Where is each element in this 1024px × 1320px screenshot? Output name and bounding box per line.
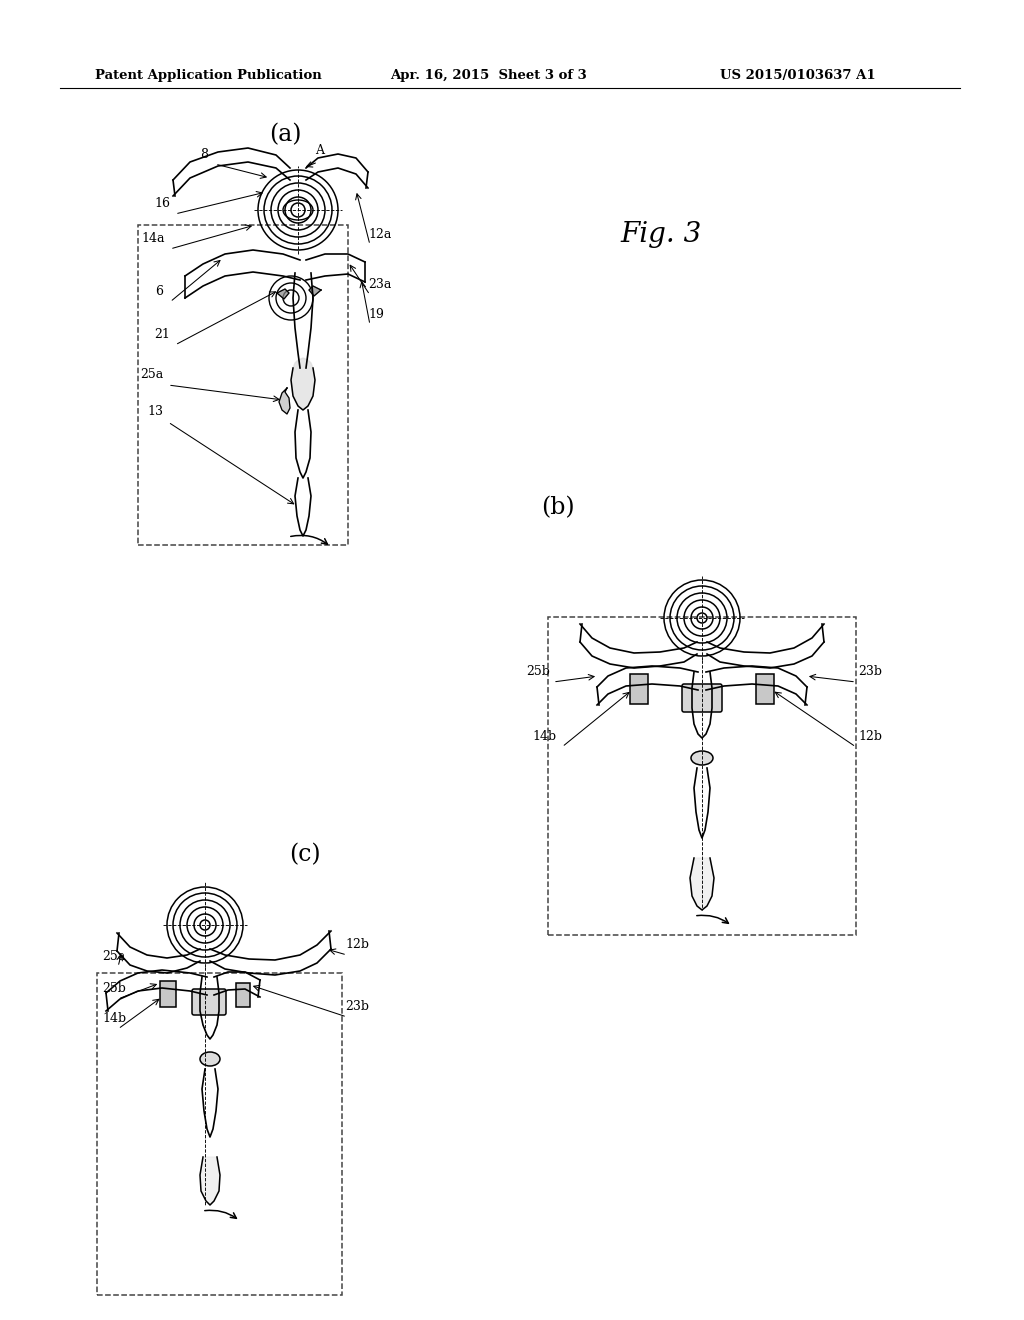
Text: 12b: 12b: [858, 730, 882, 743]
Text: 6: 6: [155, 285, 163, 298]
Text: 12a: 12a: [368, 228, 391, 242]
Text: US 2015/0103637 A1: US 2015/0103637 A1: [720, 69, 876, 82]
Text: Apr. 16, 2015  Sheet 3 of 3: Apr. 16, 2015 Sheet 3 of 3: [390, 69, 587, 82]
Text: 25b: 25b: [526, 665, 550, 678]
Text: 8: 8: [200, 148, 208, 161]
Text: 14a: 14a: [141, 232, 165, 246]
Polygon shape: [279, 388, 290, 414]
Text: (b): (b): [542, 496, 574, 520]
Bar: [548, 616, 856, 935]
Text: 23b: 23b: [858, 665, 882, 678]
Polygon shape: [278, 289, 289, 300]
Text: 14b: 14b: [532, 730, 557, 743]
Polygon shape: [690, 858, 714, 909]
Text: 25b: 25b: [102, 982, 126, 995]
Ellipse shape: [691, 751, 713, 766]
Polygon shape: [309, 286, 321, 296]
Polygon shape: [291, 358, 315, 411]
FancyBboxPatch shape: [160, 981, 176, 1007]
FancyBboxPatch shape: [236, 983, 250, 1007]
Text: 25a: 25a: [139, 368, 163, 381]
Text: 12b: 12b: [345, 939, 369, 950]
Text: A: A: [315, 144, 325, 157]
Text: (c): (c): [289, 843, 321, 866]
Text: 23a: 23a: [368, 279, 391, 290]
FancyBboxPatch shape: [193, 989, 226, 1015]
Text: 19: 19: [368, 308, 384, 321]
Text: 16: 16: [154, 197, 170, 210]
FancyBboxPatch shape: [630, 675, 648, 704]
Text: Fig. 3: Fig. 3: [620, 222, 701, 248]
Bar: [138, 224, 348, 545]
Text: 21: 21: [155, 327, 170, 341]
FancyBboxPatch shape: [756, 675, 774, 704]
Text: 13: 13: [147, 405, 163, 418]
Bar: [97, 973, 342, 1295]
Text: 14b: 14b: [102, 1012, 126, 1026]
FancyBboxPatch shape: [682, 684, 722, 711]
Text: 23b: 23b: [345, 1001, 369, 1012]
Polygon shape: [200, 1158, 220, 1205]
Ellipse shape: [200, 1052, 220, 1067]
Text: Patent Application Publication: Patent Application Publication: [95, 69, 322, 82]
Text: (a): (a): [268, 124, 301, 147]
Text: 25a: 25a: [102, 950, 125, 964]
